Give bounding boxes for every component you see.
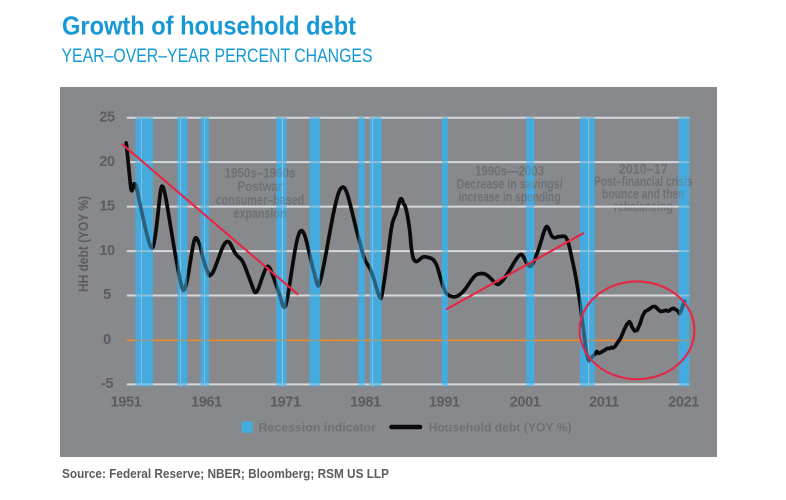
svg-text:0: 0 [103,332,111,348]
svg-text:1951: 1951 [111,395,142,411]
svg-text:-5: -5 [101,376,113,392]
svg-text:Decrease in savings/: Decrease in savings/ [457,176,563,191]
svg-text:YEAR–OVER–YEAR PERCENT CHANGES: YEAR–OVER–YEAR PERCENT CHANGES [62,45,373,67]
svg-text:expansion: expansion [234,206,287,221]
svg-text:15: 15 [99,198,115,214]
svg-text:1981: 1981 [350,395,381,411]
svg-text:2021: 2021 [668,395,699,411]
svg-text:2001: 2001 [510,395,541,411]
svg-text:2010–17: 2010–17 [619,162,668,177]
svg-text:Recession indicator: Recession indicator [259,420,377,434]
svg-text:25: 25 [99,109,115,125]
svg-text:10: 10 [99,243,115,259]
svg-text:5: 5 [103,287,111,303]
svg-text:HH debt (YOY %): HH debt (YOY %) [75,196,91,292]
svg-text:Post–financial crisis: Post–financial crisis [594,174,693,189]
svg-text:20: 20 [99,154,115,170]
svg-text:Household debt (YOY %): Household debt (YOY %) [429,420,572,434]
svg-text:Source: Federal Reserve; NBER;: Source: Federal Reserve; NBER; Bloomberg… [62,466,389,481]
svg-text:Growth of household debt: Growth of household debt [62,10,356,40]
svg-text:bounce and then: bounce and then [602,186,685,201]
svg-text:1991: 1991 [429,395,460,411]
svg-text:2011: 2011 [589,395,619,411]
svg-text:1961: 1961 [191,395,222,411]
svg-text:Postwar: Postwar [238,179,284,194]
svg-text:increase in spending: increase in spending [459,190,561,205]
svg-text:1971: 1971 [270,395,301,411]
